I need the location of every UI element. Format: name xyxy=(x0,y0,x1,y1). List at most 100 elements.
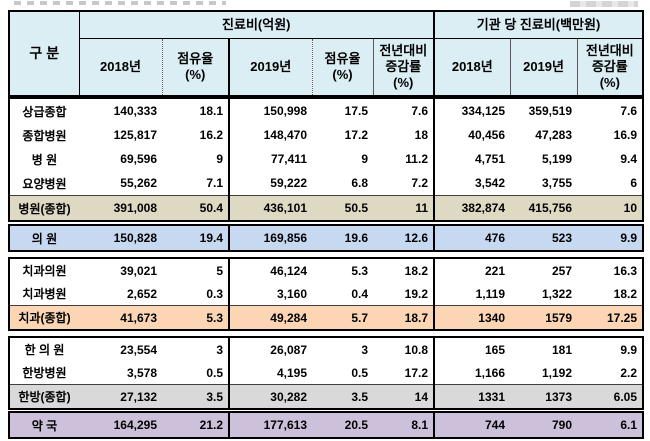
table-header-block: 구 분 진료비(억원) 기관 당 진료비(백만원) 2018년 점유율 (%) … xyxy=(8,10,645,97)
row-label: 약 국 xyxy=(9,412,79,438)
cell: 18 xyxy=(373,123,435,147)
cell: 18.2 xyxy=(373,258,435,282)
cell: 1373 xyxy=(510,384,577,409)
cell: 150,998 xyxy=(263,104,307,118)
row-label: 한방병원 xyxy=(22,366,67,380)
cell: 140,333 xyxy=(113,104,157,118)
cell: 7.6 xyxy=(620,104,637,118)
cell: 18.1 xyxy=(162,98,230,123)
cell: 19.4 xyxy=(162,225,230,251)
cell: 4,751 xyxy=(474,152,505,166)
cell: 20.5 xyxy=(312,412,373,438)
cell: 30,282 xyxy=(229,384,312,409)
cell: 3.5 xyxy=(312,384,373,409)
cell: 14 xyxy=(373,384,435,409)
row-dental-total: 치과(종합) 41,673 5.3 49,284 5.7 18.7 1340 1… xyxy=(9,305,643,330)
cell: 18.2 xyxy=(613,286,637,301)
cell: 47,283 xyxy=(535,128,572,142)
cell: 59,222 xyxy=(270,176,307,190)
cell: 5.3 xyxy=(351,263,368,278)
col-header-yoy-change: 전년대비 증감률 (%) xyxy=(373,38,436,96)
group-header-medical-expense: 진료비(억원) xyxy=(79,11,436,39)
cell: 3,755 xyxy=(541,176,572,190)
cell: 26,087 xyxy=(270,342,307,357)
cell: 7.6 xyxy=(373,98,435,123)
cell: 16.2 xyxy=(162,123,230,147)
cell: 55,262 xyxy=(120,176,157,190)
cell: 50.4 xyxy=(162,195,230,221)
cell: 1,166 xyxy=(474,365,505,380)
cell: 1340 xyxy=(434,305,510,330)
cell: 3.5 xyxy=(162,384,230,409)
cell: 10 xyxy=(577,195,643,221)
cell: 27,132 xyxy=(79,384,162,409)
cell: 49,284 xyxy=(229,305,312,330)
cell: 2.2 xyxy=(620,365,637,380)
cell: 0.5 xyxy=(162,361,230,385)
cell: 5.7 xyxy=(312,305,373,330)
hospital-group-block: 상급종합 140,333 18.1 150,998 17.5 7.6 334,1… xyxy=(8,97,644,222)
cell: 169,856 xyxy=(229,225,312,251)
clinic-block: 의 원 150,828 19.4 169,856 19.6 12.6 476 5… xyxy=(8,224,644,252)
row-label: 병 원 xyxy=(31,152,58,167)
row-tertiary-general: 상급종합 140,333 18.1 150,998 17.5 7.6 334,1… xyxy=(9,98,643,123)
cell: 790 xyxy=(510,412,577,438)
col-header-2019: 2019년 xyxy=(229,38,313,96)
row-nursing-hospital: 요양병원 55,262 7.1 59,222 6.8 7.2 3,542 3,7… xyxy=(9,171,643,196)
row-oriental-clinic: 한 의 원 23,554 3 26,087 3 10.8 165 181 9.9 xyxy=(9,337,643,361)
cell: 4,195 xyxy=(276,365,307,380)
cell: 39,021 xyxy=(120,263,157,278)
cell: 391,008 xyxy=(79,195,162,221)
cell: 9.4 xyxy=(620,152,637,166)
row-label: 치과의원 xyxy=(22,264,67,278)
cell: 19.2 xyxy=(373,282,435,306)
cell: 359,519 xyxy=(528,104,572,118)
cell: 17.5 xyxy=(344,104,368,118)
cell: 7.2 xyxy=(373,171,435,196)
cell: 23,554 xyxy=(120,342,157,357)
cell: 1,119 xyxy=(475,286,505,301)
cell: 9 xyxy=(361,152,368,166)
col-header-share-2018: 점유율 (%) xyxy=(162,38,230,96)
cell: 16.3 xyxy=(613,263,637,278)
row-oriental-hospital: 한방병원 3,578 0.5 4,195 0.5 17.2 1,166 1,19… xyxy=(9,361,643,385)
oriental-group-block: 한 의 원 23,554 3 26,087 3 10.8 165 181 9.9… xyxy=(8,336,644,410)
cell: 50.5 xyxy=(312,195,373,221)
cell: 0.5 xyxy=(351,365,368,380)
col-header-share-2019: 점유율 (%) xyxy=(312,38,374,96)
cropped-text-artifact-right xyxy=(570,1,638,7)
row-dental-clinic: 치과의원 39,021 5 46,124 5.3 18.2 221 257 16… xyxy=(9,258,643,282)
cell: 744 xyxy=(434,412,510,438)
cell: 5,199 xyxy=(541,152,572,166)
row-label: 종합병원 xyxy=(22,128,67,143)
cell: 165 xyxy=(484,342,505,357)
row-clinic: 의 원 150,828 19.4 169,856 19.6 12.6 476 5… xyxy=(9,225,643,251)
row-label: 병원(종합) xyxy=(9,195,79,221)
row-dental-hospital: 치과병원 2,652 0.3 3,160 0.4 19.2 1,119 1,32… xyxy=(9,282,643,306)
cell: 523 xyxy=(510,225,577,251)
cell: 125,817 xyxy=(113,128,157,142)
cell: 9.9 xyxy=(620,342,637,357)
cell: 5.3 xyxy=(162,305,230,330)
cell: 17.2 xyxy=(344,128,368,142)
dental-group-block: 치과의원 39,021 5 46,124 5.3 18.2 221 257 16… xyxy=(8,257,644,331)
cell: 6.1 xyxy=(577,412,643,438)
row-label: 치과병원 xyxy=(22,287,67,301)
row-label: 상급종합 xyxy=(22,104,67,119)
row-oriental-total: 한방(종합) 27,132 3.5 30,282 3.5 14 1331 137… xyxy=(9,384,643,409)
cell: 17.2 xyxy=(373,361,435,385)
cell: 382,874 xyxy=(434,195,510,221)
cropped-text-artifact-left xyxy=(14,1,226,5)
col-header-2018: 2018년 xyxy=(79,38,163,96)
corner-header-cell: 구 분 xyxy=(9,11,80,97)
cell: 46,124 xyxy=(270,263,307,278)
cell: 6.8 xyxy=(351,176,368,190)
cell: 415,756 xyxy=(510,195,577,221)
cell: 9 xyxy=(162,147,230,171)
cell: 19.6 xyxy=(312,225,373,251)
cell: 150,828 xyxy=(79,225,162,251)
cell: 18.7 xyxy=(373,305,435,330)
row-pharmacy: 약 국 164,295 21.2 177,613 20.5 8.1 744 79… xyxy=(9,412,643,438)
cell: 177,613 xyxy=(229,412,312,438)
